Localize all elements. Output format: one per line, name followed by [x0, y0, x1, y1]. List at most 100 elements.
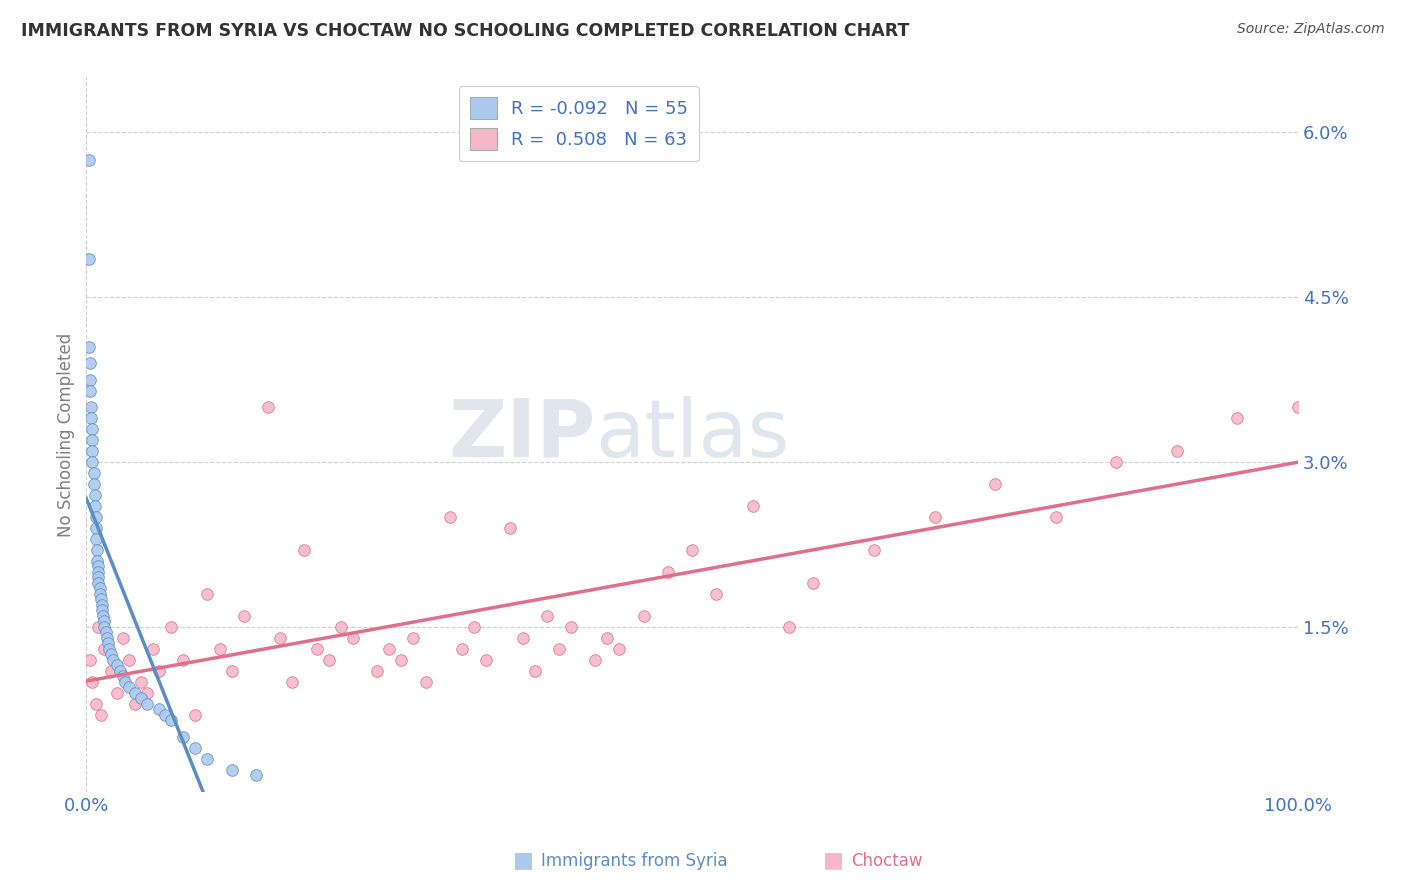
Point — [148, 664, 170, 678]
Point — [100, 664, 122, 678]
Text: ■: ■ — [513, 850, 534, 870]
Point — [389, 653, 412, 667]
Point — [257, 400, 280, 414]
Point — [83, 499, 105, 513]
Point — [197, 752, 219, 766]
Point — [681, 543, 703, 558]
Point — [129, 674, 152, 689]
Point — [657, 565, 679, 579]
Point — [111, 669, 134, 683]
Point — [80, 411, 103, 425]
Point — [232, 608, 254, 623]
Point — [93, 615, 115, 629]
Text: ■: ■ — [823, 850, 844, 870]
Point — [89, 582, 111, 596]
Point — [87, 575, 110, 590]
Point — [741, 499, 763, 513]
Text: IMMIGRANTS FROM SYRIA VS CHOCTAW NO SCHOOLING COMPLETED CORRELATION CHART: IMMIGRANTS FROM SYRIA VS CHOCTAW NO SCHO… — [21, 22, 910, 40]
Point — [135, 697, 157, 711]
Point — [93, 620, 115, 634]
Point — [87, 565, 110, 579]
Y-axis label: No Schooling Completed: No Schooling Completed — [58, 333, 75, 537]
Point — [281, 674, 304, 689]
Point — [172, 730, 194, 744]
Point — [142, 641, 165, 656]
Point — [415, 674, 437, 689]
Point — [82, 433, 104, 447]
Point — [135, 686, 157, 700]
Text: atlas: atlas — [595, 395, 790, 474]
Point — [148, 702, 170, 716]
Point — [342, 631, 364, 645]
Point — [984, 477, 1007, 491]
Point — [1045, 510, 1067, 524]
Point — [583, 653, 606, 667]
Point — [98, 641, 121, 656]
Point — [124, 686, 146, 700]
Point — [79, 384, 101, 398]
Point — [77, 340, 100, 354]
Point — [124, 697, 146, 711]
Point — [96, 631, 118, 645]
Point — [499, 521, 522, 535]
Point — [84, 510, 107, 524]
Point — [596, 631, 619, 645]
Point — [153, 707, 176, 722]
Point — [82, 422, 104, 436]
Point — [111, 631, 134, 645]
Point — [110, 664, 132, 678]
Point — [83, 488, 105, 502]
Point — [82, 444, 104, 458]
Point — [172, 653, 194, 667]
Point — [93, 641, 115, 656]
Point — [512, 631, 534, 645]
Point — [475, 653, 498, 667]
Point — [924, 510, 946, 524]
Point — [90, 592, 112, 607]
Point — [83, 466, 105, 480]
Point — [184, 707, 207, 722]
Point — [129, 691, 152, 706]
Point — [82, 455, 104, 469]
Point — [402, 631, 425, 645]
Point — [83, 477, 105, 491]
Point — [1286, 400, 1309, 414]
Point — [86, 554, 108, 568]
Point — [1226, 411, 1249, 425]
Point — [79, 373, 101, 387]
Point — [160, 713, 183, 727]
Point — [329, 620, 352, 634]
Point — [523, 664, 546, 678]
Point — [87, 620, 110, 634]
Point — [86, 543, 108, 558]
Legend: R = -0.092   N = 55, R =  0.508   N = 63: R = -0.092 N = 55, R = 0.508 N = 63 — [458, 87, 699, 161]
Point — [221, 664, 243, 678]
Point — [79, 653, 101, 667]
Point — [94, 625, 117, 640]
Point — [91, 603, 114, 617]
Point — [118, 681, 141, 695]
Point — [89, 587, 111, 601]
Point — [114, 674, 136, 689]
Point — [160, 620, 183, 634]
Point — [451, 641, 474, 656]
Point — [90, 707, 112, 722]
Point — [778, 620, 800, 634]
Point — [80, 400, 103, 414]
Point — [197, 587, 219, 601]
Point — [269, 631, 291, 645]
Point — [82, 674, 104, 689]
Point — [184, 740, 207, 755]
Point — [87, 559, 110, 574]
Point — [91, 598, 114, 612]
Text: ZIP: ZIP — [449, 395, 595, 474]
Point — [294, 543, 316, 558]
Point — [105, 658, 128, 673]
Point — [91, 608, 114, 623]
Point — [118, 653, 141, 667]
Point — [221, 763, 243, 777]
Point — [1105, 455, 1128, 469]
Point — [101, 653, 124, 667]
Point — [366, 664, 388, 678]
Point — [536, 608, 558, 623]
